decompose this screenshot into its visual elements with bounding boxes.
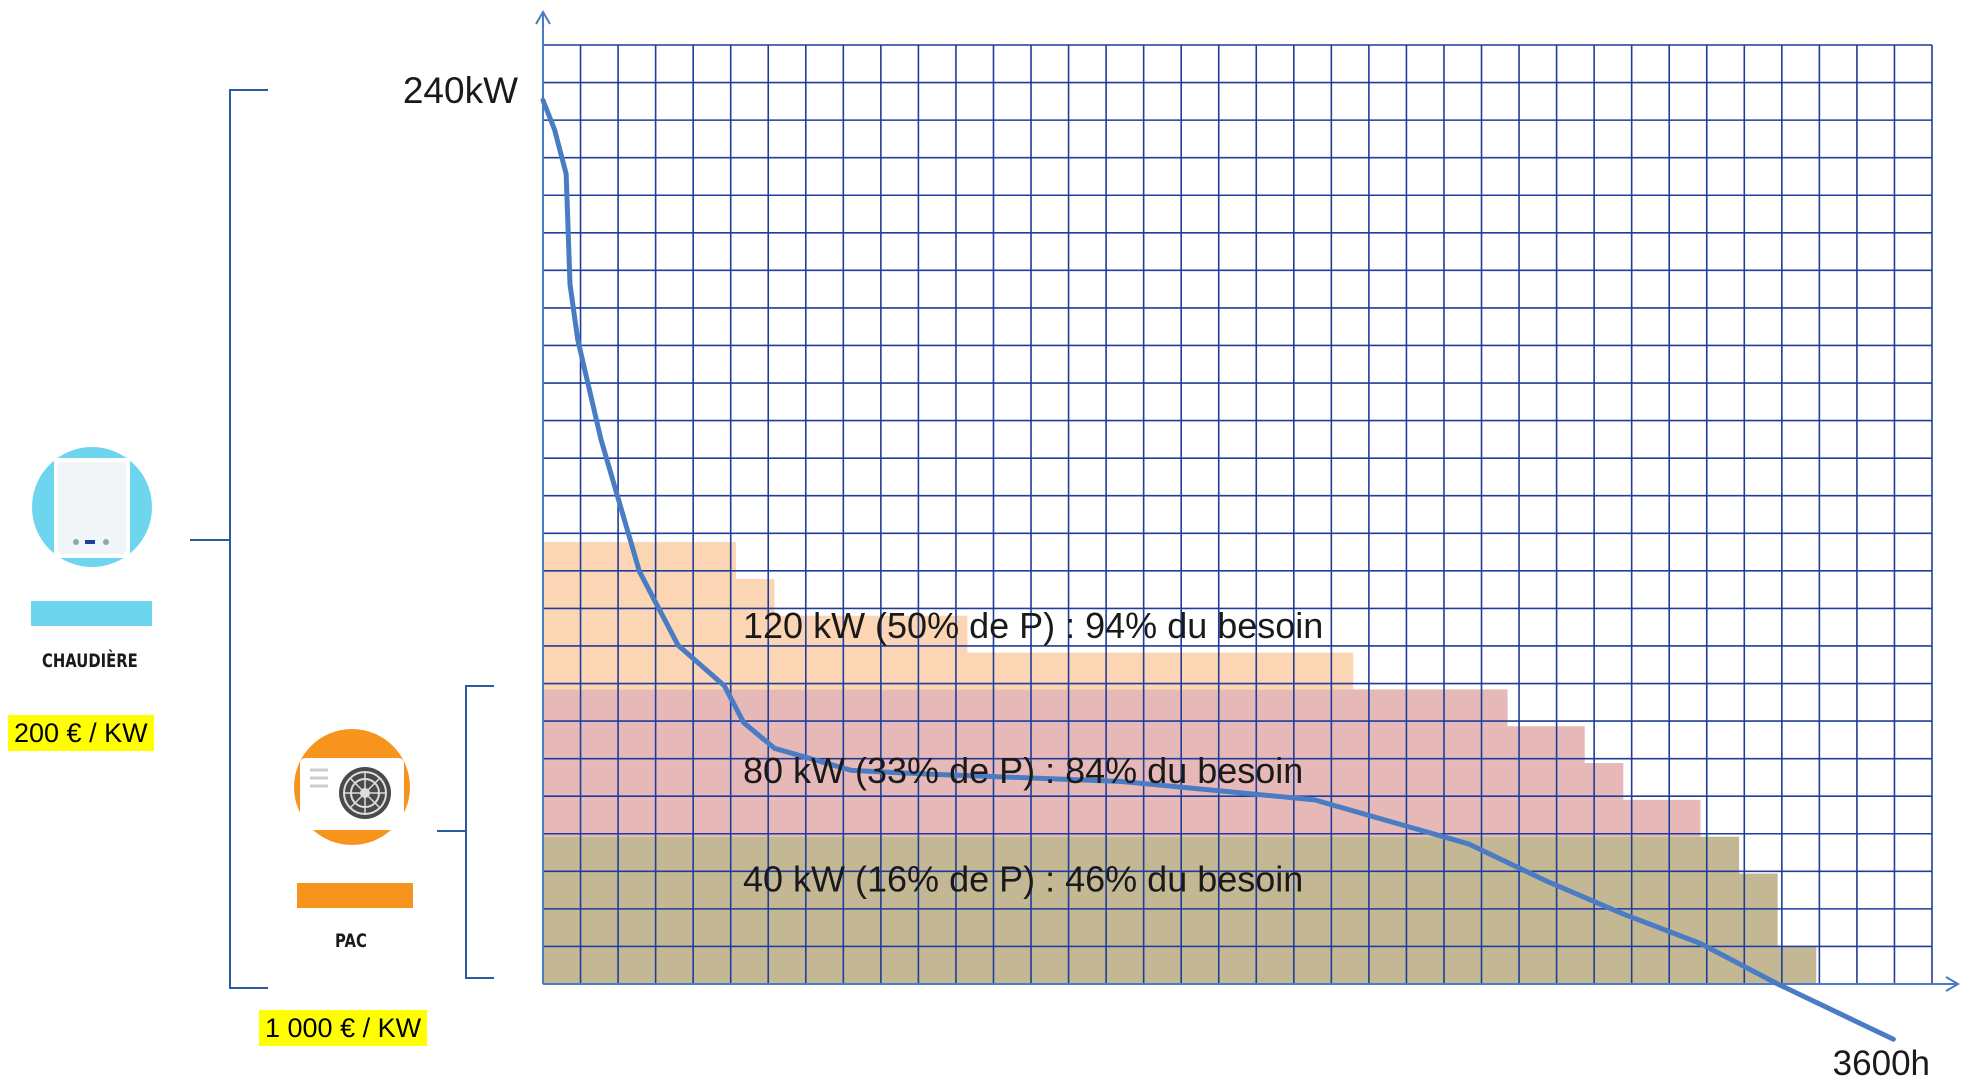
band-1-step-3 xyxy=(543,689,1508,727)
band-label-2: 120 kW (50% de P) : 94% du besoin xyxy=(743,605,1323,646)
band-0-step-2 xyxy=(543,836,1740,874)
band-0-step-1 xyxy=(543,873,1778,948)
pac-price: 1 000 € / KW xyxy=(259,1010,428,1046)
brackets xyxy=(190,89,494,989)
band-1-step-2 xyxy=(543,726,1585,764)
boiler-icon xyxy=(31,447,152,626)
boiler-price: 200 € / KW xyxy=(8,715,154,751)
heat-pump-icon xyxy=(294,729,413,908)
axes xyxy=(535,10,1960,992)
chart-labels: 240kW 3600h 40 kW (16% de P) : 46% du beso… xyxy=(403,70,1930,1083)
load-curve-line xyxy=(540,97,1896,1042)
load-curve xyxy=(540,97,1896,1042)
y-top-label: 240kW xyxy=(403,70,518,111)
y-axis-arrow xyxy=(535,10,551,25)
grid xyxy=(542,44,1933,985)
boiler-bracket xyxy=(229,89,268,989)
x-axis-arrow xyxy=(1945,976,1960,992)
x-end-label: 3600h xyxy=(1833,1044,1930,1083)
pac-label: PAC xyxy=(335,930,367,952)
boiler-label: CHAUDIÈRE xyxy=(42,650,138,672)
pac-bracket xyxy=(465,685,494,979)
band-label-1: 80 kW (33% de P) : 84% du besoin xyxy=(743,750,1303,791)
band-label-0: 40 kW (16% de P) : 46% du besoin xyxy=(743,859,1303,900)
band-1-step-0 xyxy=(543,799,1701,837)
band-0-step-0 xyxy=(543,947,1817,984)
